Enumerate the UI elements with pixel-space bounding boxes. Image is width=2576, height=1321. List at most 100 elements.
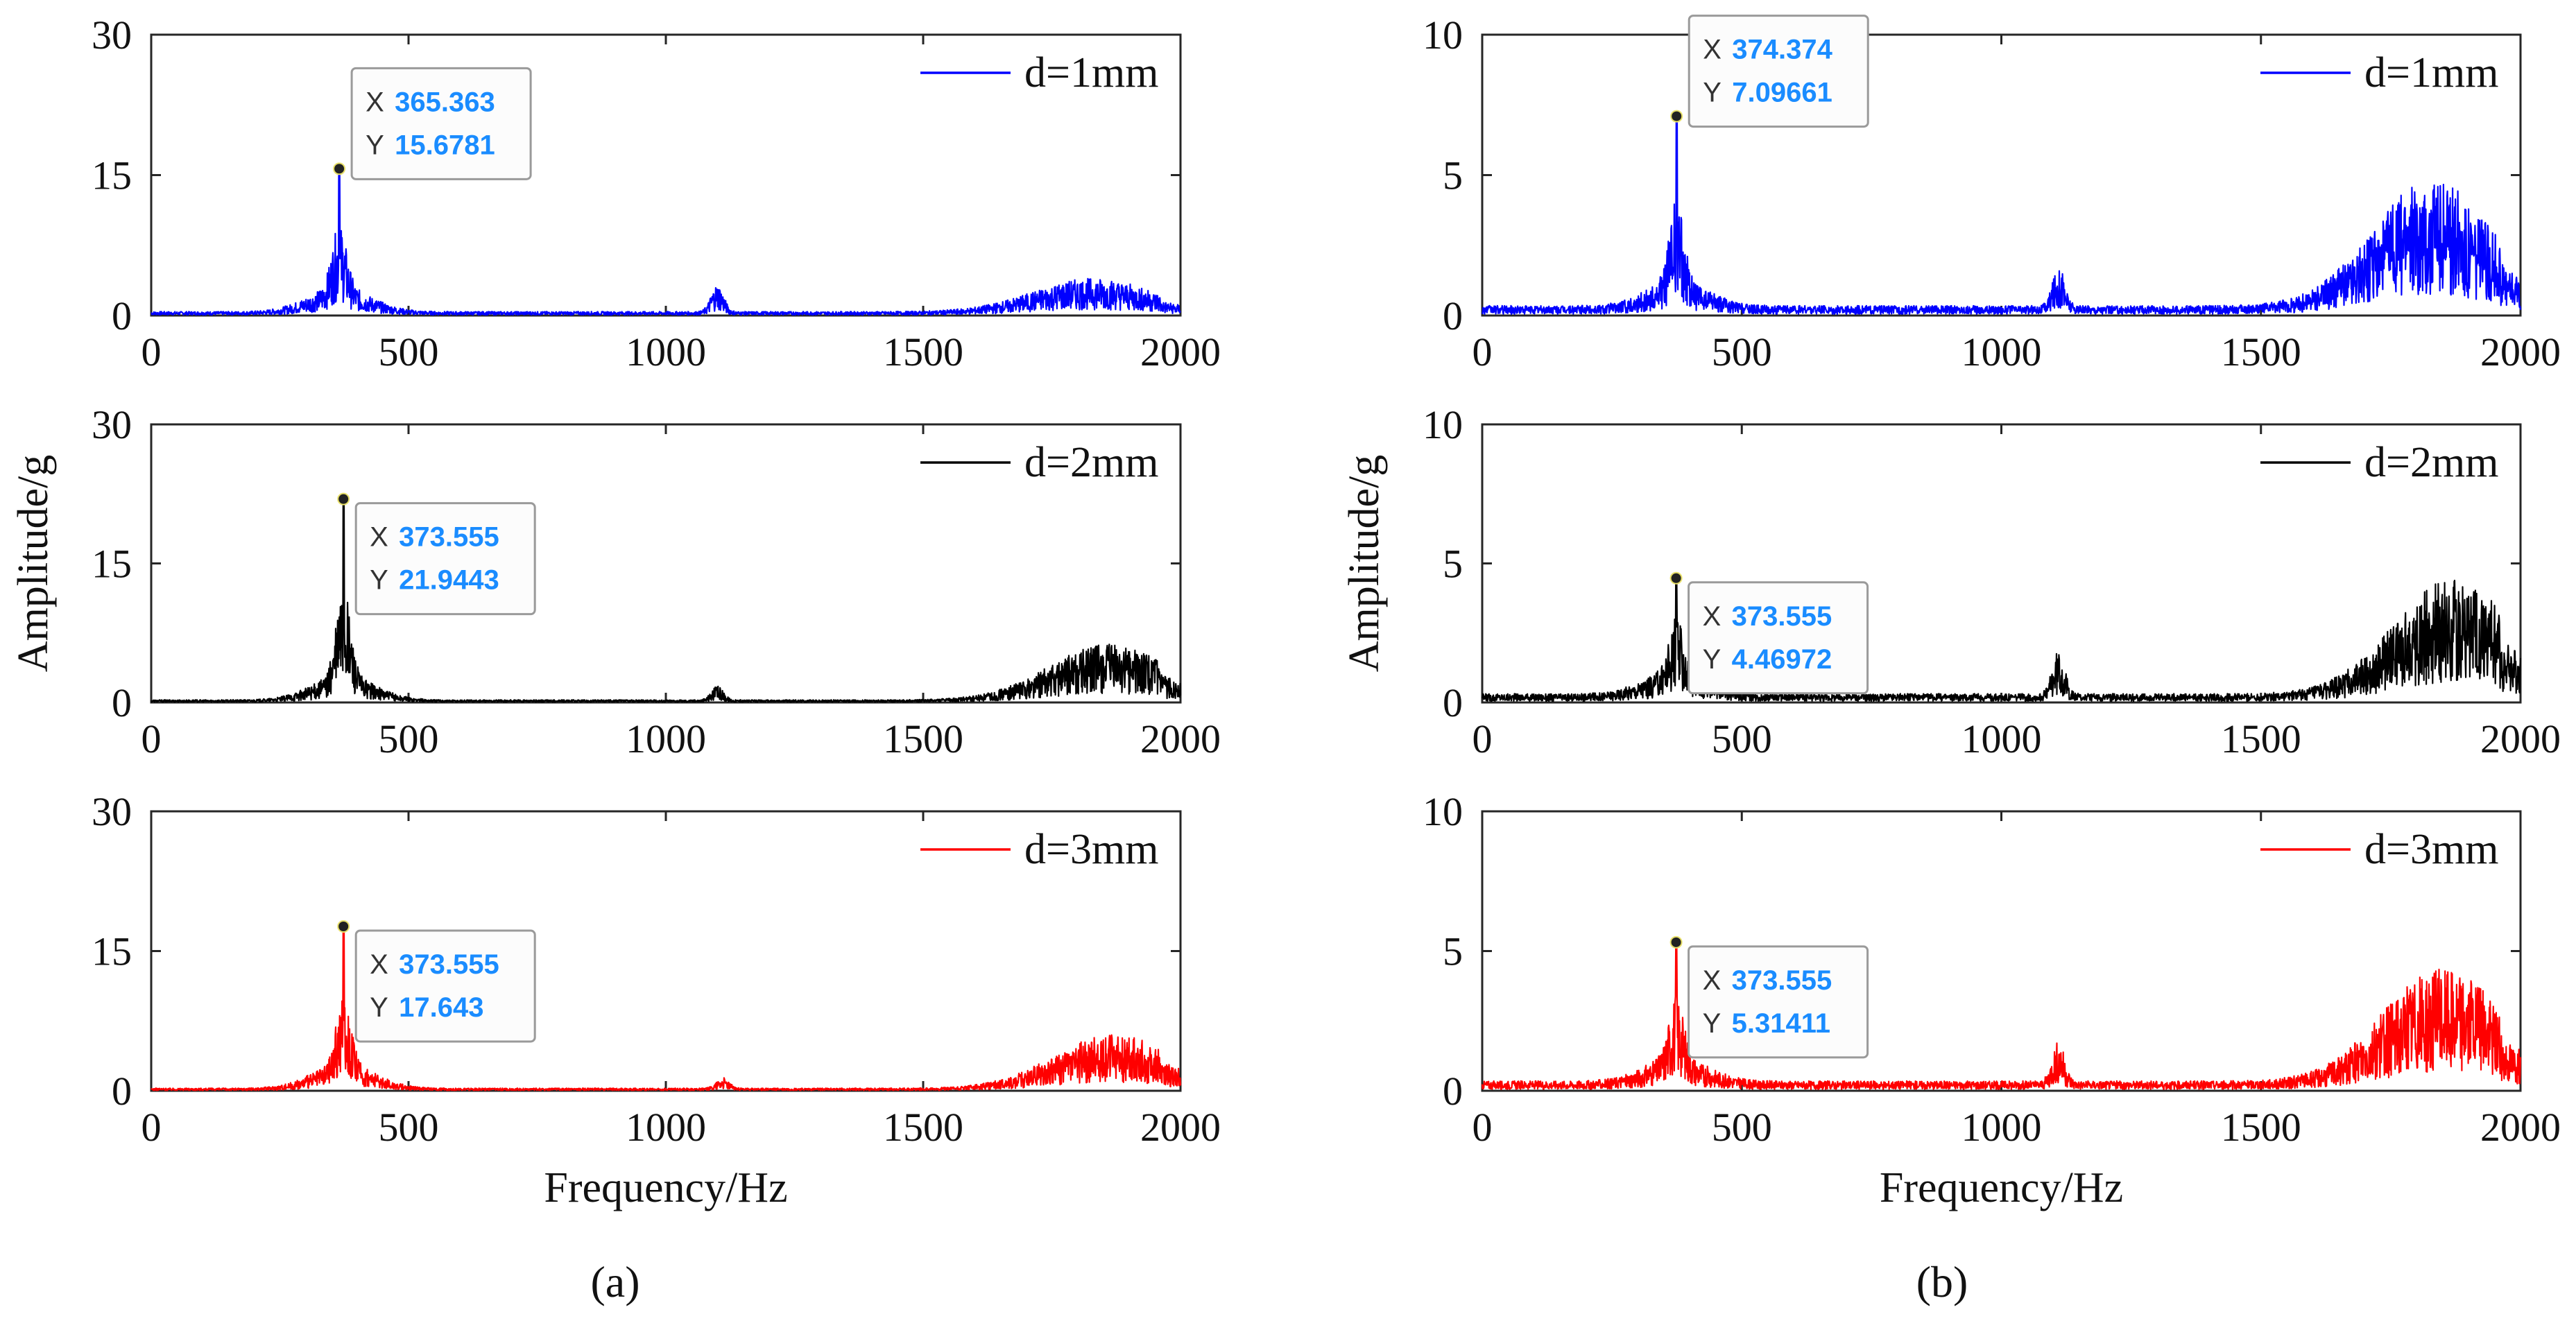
chart-b2-xtick-label: 1000 (1961, 716, 2042, 761)
chart-b3-datatip-marker (1669, 935, 1683, 949)
chart-b3-ytick-label: 5 (1443, 929, 1463, 974)
chart-a3-axes (150, 810, 1182, 1092)
chart-a1-axes (150, 33, 1182, 317)
chart-a2-datatip-box (354, 502, 536, 616)
chart-a2-ytick-label: 30 (92, 402, 132, 447)
chart-b3-xlabel: Frequency/Hz (1880, 1164, 2123, 1211)
chart-b3-datatip-y-value: 5.31411 (1732, 1008, 1830, 1039)
panel-label-b: (b) (1916, 1257, 1968, 1306)
chart-b2-axes (1481, 423, 2522, 704)
chart-a3-datatip-y-value: 17.643 (399, 992, 483, 1023)
chart-a1-ytick-label: 0 (112, 293, 132, 338)
chart-b3-xtick-label: 1500 (2221, 1105, 2301, 1150)
chart-a1-ytick-label: 30 (92, 12, 132, 58)
chart-a3-xtick-label: 1000 (626, 1105, 706, 1150)
chart-b1-datatip-marker (1670, 110, 1683, 123)
chart-b2-ylabel: Amplitude/g (1341, 455, 1388, 672)
chart-a3-series-line (151, 925, 1182, 1091)
chart-b2-ytick-label: 10 (1423, 402, 1463, 447)
chart-a1-datatip-marker (333, 162, 346, 175)
chart-a1-datatip-x-value: 365.363 (395, 87, 495, 117)
chart-b1: 0 500 1000 1500 2000 0 5 10 d=1mm X 374.374 Y 7.0966… (1423, 12, 2561, 374)
chart-a1-series-line (151, 168, 1181, 316)
chart-a1-datatip-box (350, 67, 532, 180)
chart-a2-xtick-label: 500 (379, 716, 439, 761)
chart-b3-datatip-box (1688, 945, 1869, 1059)
chart-a3: 0 500 1000 1500 2000 0 15 30 d=3mm X 373.555 Y 17.64… (92, 789, 1221, 1211)
chart-b1-legend-label: d=1mm (2364, 49, 2498, 96)
chart-a2-xtick-label: 1000 (626, 716, 706, 761)
chart-a3-ytick-label: 15 (92, 929, 132, 974)
chart-a3-xtick-label: 2000 (1140, 1105, 1221, 1150)
chart-b2-xtick-label: 2000 (2480, 716, 2561, 761)
chart-a2-xtick-label: 0 (141, 716, 162, 761)
chart-b2-datatip-box (1688, 581, 1869, 695)
chart-a3-xtick-label: 500 (379, 1105, 439, 1150)
chart-a3-datatip-x-value: 373.555 (399, 949, 499, 980)
chart-a2-datatip-x-key: X (370, 522, 388, 553)
chart-b1-datatip-x-value: 374.374 (1732, 35, 1832, 65)
chart-a2-axes (150, 423, 1182, 704)
chart-b2-ytick-label: 5 (1443, 542, 1463, 587)
chart-a2-ylabel: Amplitude/g (10, 455, 57, 672)
chart-b3-datatip-x-value: 373.555 (1732, 965, 1832, 996)
chart-a1-datatip-y-key: Y (366, 130, 384, 160)
chart-b2-datatip-x-value: 373.555 (1732, 601, 1832, 632)
chart-b2-legend-label: d=2mm (2364, 439, 2498, 486)
chart-b1-xtick-label: 1500 (2221, 329, 2301, 374)
chart-b3-legend-label: d=3mm (2364, 826, 2498, 873)
chart-a3-xlabel: Frequency/Hz (544, 1164, 787, 1211)
chart-b2-datatip-y-value: 4.46972 (1732, 644, 1832, 675)
chart-b3-xtick-label: 500 (1712, 1105, 1772, 1150)
chart-b3: 0 500 1000 1500 2000 0 5 10 d=3mm X 373.555 Y 5.3141… (1423, 789, 2561, 1211)
chart-a1-legend-label: d=1mm (1024, 49, 1158, 96)
chart-b1-datatip-x-key: X (1703, 35, 1721, 65)
chart-b1-datatip-box (1688, 15, 1869, 128)
chart-b2: 0 500 1000 1500 2000 0 5 10 d=2mm X 373.555 Y 4.4697… (1341, 402, 2561, 761)
chart-a3-datatip-x-key: X (370, 949, 388, 980)
chart-b1-ytick-label: 10 (1423, 12, 1463, 58)
chart-a3-xtick-label: 1500 (883, 1105, 963, 1150)
chart-b3-xtick-label: 0 (1472, 1105, 1493, 1150)
chart-b1-series-line (1482, 115, 2522, 315)
chart-b1-datatip-y-key: Y (1703, 78, 1721, 108)
chart-b1-xtick-label: 500 (1712, 329, 1772, 374)
chart-a1-xtick-label: 500 (379, 329, 439, 374)
chart-a3-ytick-label: 0 (112, 1069, 132, 1114)
chart-b3-ytick-label: 10 (1423, 789, 1463, 834)
chart-b1-ytick-label: 5 (1443, 153, 1463, 198)
chart-b1-ytick-label: 0 (1443, 293, 1463, 338)
chart-a3-datatip-marker (337, 919, 350, 933)
chart-a1-ytick-label: 15 (92, 153, 132, 198)
chart-a2-datatip-y-key: Y (370, 565, 388, 596)
chart-b3-datatip-y-key: Y (1703, 1008, 1721, 1039)
chart-a2: 0 500 1000 1500 2000 0 15 30 d=2mm X 373.555 Y 21.94… (10, 402, 1221, 761)
chart-a3-legend-label: d=3mm (1024, 826, 1158, 873)
chart-a1-xtick-label: 0 (141, 329, 162, 374)
chart-a3-ytick-label: 30 (92, 789, 132, 834)
panel-label-a: (a) (590, 1257, 639, 1306)
chart-b3-datatip-x-key: X (1703, 965, 1721, 996)
chart-a3-datatip-y-key: Y (370, 992, 388, 1023)
chart-b2-datatip-x-key: X (1703, 601, 1721, 632)
chart-b2-ytick-label: 0 (1443, 680, 1463, 725)
chart-a1-datatip-y-value: 15.6781 (395, 130, 495, 160)
chart-b2-datatip-marker (1669, 571, 1683, 585)
chart-b3-xtick-label: 1000 (1961, 1105, 2042, 1150)
chart-b1-xtick-label: 2000 (2480, 329, 2561, 374)
chart-a2-datatip-marker (337, 492, 350, 506)
chart-b1-xtick-label: 1000 (1961, 329, 2042, 374)
chart-a2-ytick-label: 15 (92, 542, 132, 587)
chart-a1-xtick-label: 1000 (626, 329, 706, 374)
chart-a2-series-line (150, 498, 1182, 703)
chart-a1-datatip-x-key: X (366, 87, 384, 117)
chart-a1-xtick-label: 2000 (1140, 329, 1221, 374)
chart-b2-series-line (1481, 577, 2522, 702)
chart-a2-datatip-y-value: 21.9443 (399, 565, 499, 596)
chart-b1-datatip-y-value: 7.09661 (1732, 78, 1832, 108)
chart-b3-xtick-label: 2000 (2480, 1105, 2561, 1150)
chart-b3-series-line (1481, 941, 2522, 1090)
chart-a2-ytick-label: 0 (112, 680, 132, 725)
